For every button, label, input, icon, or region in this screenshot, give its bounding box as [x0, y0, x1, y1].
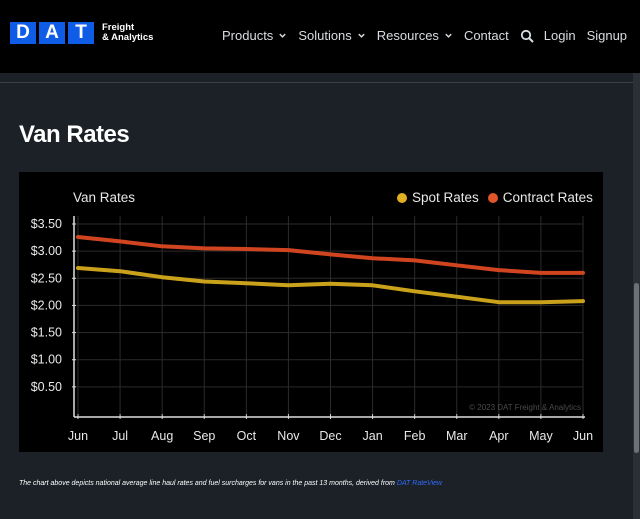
chart-container — [19, 172, 603, 452]
chart-watermark: © 2023 DAT Freight & Analytics — [469, 403, 581, 412]
nav-resources-label: Resources — [376, 28, 439, 43]
logo-letters: D A T — [10, 22, 97, 44]
top-navigation-bar: D A T Freight & Analytics Products Solut… — [0, 0, 640, 73]
chart-caption: The chart above depicts national average… — [19, 480, 442, 487]
y-tick-label: $3.00 — [31, 244, 62, 258]
x-tick-label: Aug — [151, 429, 173, 443]
x-tick-label: Apr — [489, 429, 508, 443]
contract-rates-line — [76, 235, 585, 275]
signup-link[interactable]: Signup — [587, 28, 627, 43]
nav-resources[interactable]: Resources — [377, 28, 453, 43]
nav-solutions-label: Solutions — [298, 28, 352, 43]
dat-logo[interactable]: D A T Freight & Analytics — [10, 22, 153, 44]
y-tick-label: $0.50 — [31, 380, 62, 394]
chart-title: Van Rates — [73, 190, 136, 205]
y-tick-label: $1.00 — [31, 353, 62, 367]
nav-contact[interactable]: Contact — [464, 28, 509, 43]
legend-dot-spot — [397, 192, 407, 203]
x-tick-label: Oct — [237, 429, 257, 443]
logo-letter: T — [68, 22, 94, 44]
chart-axes — [72, 216, 585, 419]
nav-products[interactable]: Products — [222, 28, 287, 43]
legend-label-spot: Spot Rates — [412, 190, 479, 205]
x-tick-label: Dec — [319, 429, 341, 443]
logo-letter: D — [10, 22, 36, 44]
spot-rates-line — [76, 266, 585, 305]
logo-line-2: & Analytics — [102, 32, 154, 43]
y-tick-label: $2.00 — [31, 298, 62, 312]
x-tick-label: Nov — [277, 429, 300, 443]
x-tick-label: Jan — [363, 429, 383, 443]
signup-label: Signup — [586, 28, 628, 43]
nav-solutions[interactable]: Solutions — [298, 28, 365, 43]
chart-legend: Spot Rates Contract Rates — [397, 190, 602, 205]
x-tick-label: Feb — [404, 429, 426, 443]
legend-item-contract[interactable]: Contract Rates — [487, 190, 593, 205]
rateview-link[interactable]: DAT RateView — [396, 480, 443, 487]
logo-line-1: Freight — [102, 22, 135, 33]
logo-subtitle: Freight & Analytics — [102, 23, 153, 43]
scrollbar-thumb[interactable] — [634, 283, 639, 453]
chart-labels: $3.50 $3.00 $2.50 $2.00 $1.50 $1.00 $0.50 Jun Ju… — [31, 217, 593, 443]
chevron-down-icon — [358, 33, 365, 38]
nav-products-label: Products — [222, 28, 274, 43]
y-tick-label: $2.50 — [31, 271, 62, 285]
x-tick-label: Jul — [112, 429, 128, 443]
x-tick-label: Jun — [573, 429, 593, 443]
caption-text: The chart above depicts national average… — [19, 480, 397, 487]
chart-series — [76, 235, 585, 305]
legend-item-spot[interactable]: Spot Rates — [397, 190, 479, 205]
x-tick-label: Mar — [446, 429, 468, 443]
main-nav: Products Solutions Resources Contact Log… — [222, 28, 638, 43]
x-tick-label: Jun — [68, 429, 88, 443]
x-tick-label: Sep — [193, 429, 215, 443]
x-tick-label: May — [529, 429, 553, 443]
y-tick-label: $1.50 — [31, 326, 62, 340]
legend-dot-contract — [487, 192, 498, 203]
y-tick-label: $3.50 — [31, 217, 62, 231]
chevron-down-icon — [445, 33, 452, 38]
login-link[interactable]: Login — [544, 28, 576, 43]
search-icon[interactable] — [520, 29, 534, 43]
login-label: Login — [543, 28, 576, 43]
legend-label-contract: Contract Rates — [502, 190, 593, 205]
section-divider — [0, 82, 633, 83]
scrollbar[interactable] — [633, 73, 640, 519]
page-title: Van Rates — [19, 121, 130, 148]
logo-letter: A — [39, 22, 65, 44]
chevron-down-icon — [279, 33, 287, 38]
nav-contact-label: Contact — [463, 28, 509, 43]
